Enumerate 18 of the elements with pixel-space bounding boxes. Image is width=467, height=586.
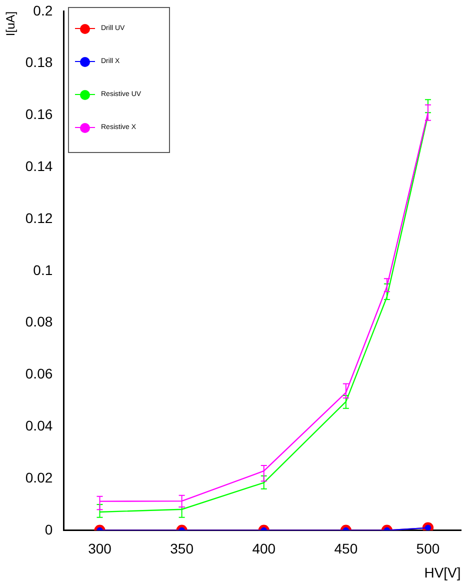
y-tick-label: 0.12 bbox=[25, 210, 53, 226]
y-tick-label: 0.02 bbox=[25, 469, 53, 486]
y-axis-title: I[uA] bbox=[4, 11, 18, 36]
y-tick-label: 0 bbox=[44, 521, 53, 538]
y-tick-label: 0.16 bbox=[25, 106, 53, 122]
y-tick-label: 0.18 bbox=[25, 54, 53, 70]
y-tick-label: 0.04 bbox=[25, 417, 53, 434]
y-tick-label: 0.08 bbox=[25, 314, 53, 330]
x-tick-label: 500 bbox=[416, 540, 440, 557]
x-axis-title: HV[V] bbox=[424, 564, 461, 580]
x-tick-label: 450 bbox=[334, 540, 358, 557]
y-tick-label: 0.1 bbox=[33, 262, 53, 278]
y-tick-label: 0.2 bbox=[33, 2, 53, 18]
y-tick-label: 0.14 bbox=[25, 158, 53, 174]
x-tick-label: 300 bbox=[88, 540, 112, 557]
x-tick-label: 350 bbox=[170, 540, 194, 557]
y-tick-label: 0.06 bbox=[25, 366, 53, 382]
x-tick-label: 400 bbox=[252, 540, 276, 557]
